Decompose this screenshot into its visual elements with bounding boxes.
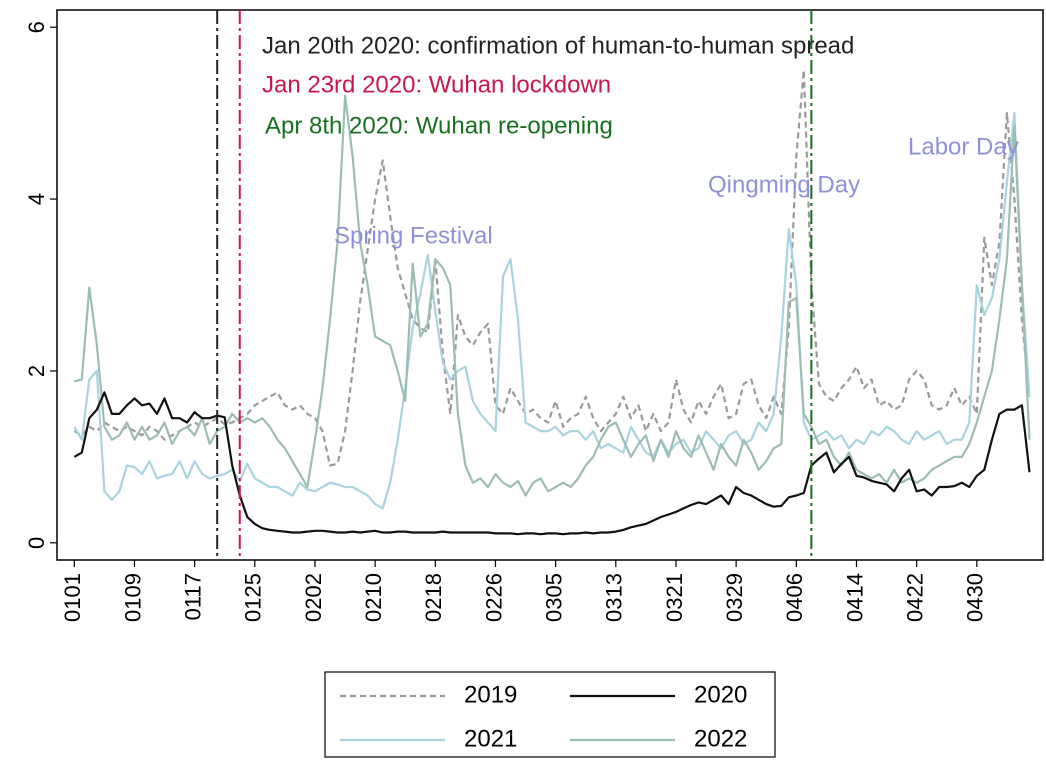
y-tick-label: 0: [24, 537, 49, 549]
holiday-label: Qingming Day: [708, 171, 860, 198]
x-tick-label: 0430: [963, 573, 988, 622]
y-tick-label: 4: [24, 193, 49, 205]
x-tick-label: 0218: [421, 573, 446, 622]
x-tick-label: 0305: [541, 573, 566, 622]
x-tick-label: 0329: [722, 573, 747, 622]
event-label: Jan 23rd 2020: Wuhan lockdown: [262, 71, 611, 98]
series-line: [74, 94, 1031, 497]
x-tick-label: 0321: [662, 573, 687, 622]
event-label: Apr 8th 2020: Wuhan re-opening: [265, 112, 613, 139]
x-tick-label: 0210: [361, 573, 386, 622]
legend-label: 2020: [694, 681, 747, 708]
legend-label: 2022: [694, 725, 747, 752]
x-tick-label: 0117: [180, 573, 205, 620]
y-tick-label: 6: [24, 21, 49, 33]
x-tick-label: 0414: [842, 573, 867, 622]
x-tick-label: 0406: [782, 573, 807, 622]
x-tick-label: 0313: [602, 573, 627, 622]
plot-frame: [56, 9, 1044, 561]
x-tick-label: 0101: [60, 573, 85, 622]
series-line: [73, 69, 1031, 467]
series-line: [73, 391, 1031, 536]
legend-box: [324, 671, 776, 758]
x-tick-label: 0422: [902, 573, 927, 622]
x-tick-label: 0125: [241, 573, 266, 622]
legend-label: 2021: [464, 725, 517, 752]
y-tick-label: 2: [24, 365, 49, 377]
event-label: Jan 20th 2020: confirmation of human-to-…: [262, 32, 854, 59]
holiday-label: Labor Day: [908, 133, 1019, 160]
x-tick-label: 0226: [481, 573, 506, 622]
x-tick-label: 0202: [301, 573, 326, 622]
legend-label: 2019: [464, 681, 517, 708]
x-tick-label: 0109: [120, 573, 145, 622]
holiday-label: Spring Festival: [334, 222, 493, 249]
